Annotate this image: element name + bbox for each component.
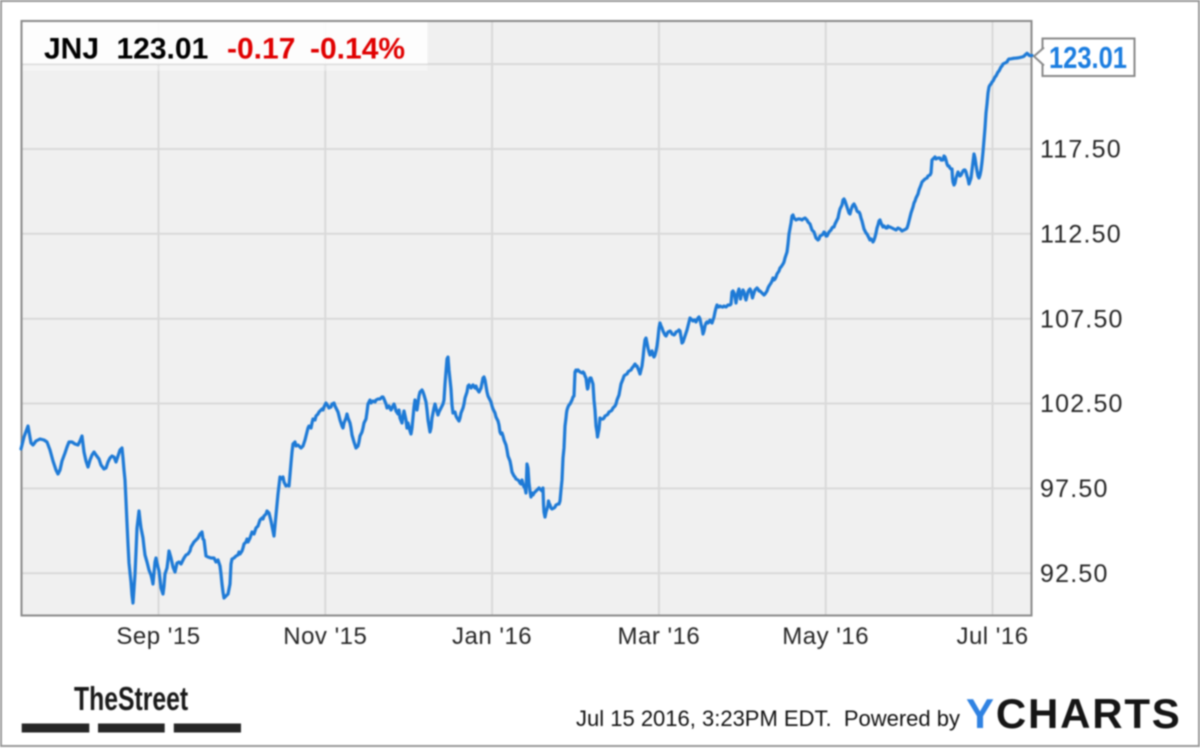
svg-text:123.01: 123.01 — [1049, 40, 1127, 75]
svg-text:Mar '16: Mar '16 — [618, 623, 701, 650]
svg-text:Sep '15: Sep '15 — [116, 623, 200, 650]
svg-text:-0.17: -0.17 — [227, 33, 295, 66]
svg-text:107.50: 107.50 — [1040, 305, 1124, 333]
svg-text:JNJ: JNJ — [44, 33, 99, 66]
svg-text:123.01: 123.01 — [117, 33, 209, 66]
svg-text:YCHARTS: YCHARTS — [966, 690, 1182, 737]
svg-text:Jan '16: Jan '16 — [452, 623, 532, 650]
svg-text:112.50: 112.50 — [1040, 221, 1122, 249]
svg-text:TheStreet: TheStreet — [74, 682, 188, 718]
svg-text:May '16: May '16 — [782, 623, 869, 650]
svg-text:92.50: 92.50 — [1040, 560, 1109, 588]
svg-text:102.50: 102.50 — [1040, 390, 1124, 418]
svg-text:Jul 15 2016, 3:23PM EDT. Powe: Jul 15 2016, 3:23PM EDT. Powered by — [576, 706, 960, 731]
svg-text:-0.14%: -0.14% — [310, 33, 405, 66]
svg-text:117.50: 117.50 — [1040, 136, 1122, 164]
svg-text:97.50: 97.50 — [1040, 475, 1109, 503]
svg-text:Nov '15: Nov '15 — [283, 623, 367, 650]
svg-text:Jul '16: Jul '16 — [956, 623, 1028, 650]
